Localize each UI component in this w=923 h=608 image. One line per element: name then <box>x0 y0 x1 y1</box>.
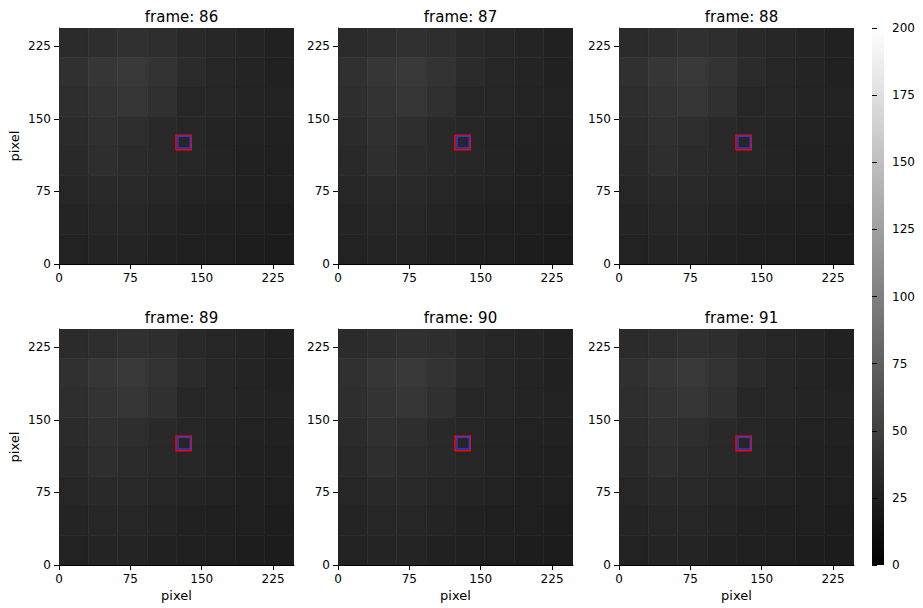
svg-text:0: 0 <box>615 572 623 586</box>
svg-text:75: 75 <box>402 271 417 285</box>
svg-text:frame: 90: frame: 90 <box>424 309 497 327</box>
svg-text:150: 150 <box>28 413 51 427</box>
svg-text:225: 225 <box>541 271 564 285</box>
svg-text:150: 150 <box>28 112 51 126</box>
svg-text:150: 150 <box>469 271 492 285</box>
svg-text:0: 0 <box>603 257 611 271</box>
svg-text:225: 225 <box>307 39 330 53</box>
svg-text:0: 0 <box>55 572 63 586</box>
svg-text:75: 75 <box>892 357 907 371</box>
svg-text:pixel: pixel <box>7 432 22 463</box>
svg-text:0: 0 <box>334 572 342 586</box>
svg-text:150: 150 <box>307 112 330 126</box>
svg-text:pixel: pixel <box>721 588 752 603</box>
svg-text:50: 50 <box>892 424 907 438</box>
svg-text:pixel: pixel <box>7 131 22 162</box>
svg-text:150: 150 <box>750 271 773 285</box>
svg-text:150: 150 <box>190 271 213 285</box>
svg-text:150: 150 <box>892 155 915 169</box>
svg-text:75: 75 <box>36 184 51 198</box>
svg-text:0: 0 <box>892 558 900 572</box>
svg-text:frame: 91: frame: 91 <box>705 309 778 327</box>
svg-text:225: 225 <box>588 39 611 53</box>
svg-text:150: 150 <box>190 572 213 586</box>
svg-text:150: 150 <box>588 413 611 427</box>
svg-text:225: 225 <box>307 340 330 354</box>
svg-text:75: 75 <box>315 485 330 499</box>
svg-text:frame: 86: frame: 86 <box>145 8 218 26</box>
svg-text:175: 175 <box>892 88 915 102</box>
svg-text:75: 75 <box>36 485 51 499</box>
svg-text:75: 75 <box>315 184 330 198</box>
svg-text:75: 75 <box>123 572 138 586</box>
svg-text:0: 0 <box>322 257 330 271</box>
svg-text:25: 25 <box>892 491 907 505</box>
svg-text:0: 0 <box>615 271 623 285</box>
svg-text:225: 225 <box>262 572 285 586</box>
svg-text:150: 150 <box>750 572 773 586</box>
svg-text:75: 75 <box>596 184 611 198</box>
svg-text:225: 225 <box>822 271 845 285</box>
svg-text:frame: 89: frame: 89 <box>145 309 218 327</box>
svg-text:0: 0 <box>43 257 51 271</box>
svg-text:0: 0 <box>43 558 51 572</box>
svg-text:0: 0 <box>55 271 63 285</box>
svg-text:100: 100 <box>892 290 915 304</box>
svg-text:frame: 87: frame: 87 <box>424 8 497 26</box>
svg-text:200: 200 <box>892 21 915 35</box>
svg-text:75: 75 <box>683 572 698 586</box>
svg-text:150: 150 <box>469 572 492 586</box>
svg-text:225: 225 <box>541 572 564 586</box>
svg-text:75: 75 <box>683 271 698 285</box>
svg-text:125: 125 <box>892 222 915 236</box>
svg-text:225: 225 <box>262 271 285 285</box>
svg-text:225: 225 <box>28 340 51 354</box>
svg-text:225: 225 <box>28 39 51 53</box>
svg-text:150: 150 <box>307 413 330 427</box>
svg-text:0: 0 <box>322 558 330 572</box>
svg-text:pixel: pixel <box>161 588 192 603</box>
svg-text:0: 0 <box>334 271 342 285</box>
svg-text:225: 225 <box>588 340 611 354</box>
svg-text:75: 75 <box>596 485 611 499</box>
svg-text:75: 75 <box>123 271 138 285</box>
svg-text:pixel: pixel <box>440 588 471 603</box>
svg-text:150: 150 <box>588 112 611 126</box>
svg-text:75: 75 <box>402 572 417 586</box>
svg-text:frame: 88: frame: 88 <box>705 8 778 26</box>
svg-text:0: 0 <box>603 558 611 572</box>
svg-text:225: 225 <box>822 572 845 586</box>
